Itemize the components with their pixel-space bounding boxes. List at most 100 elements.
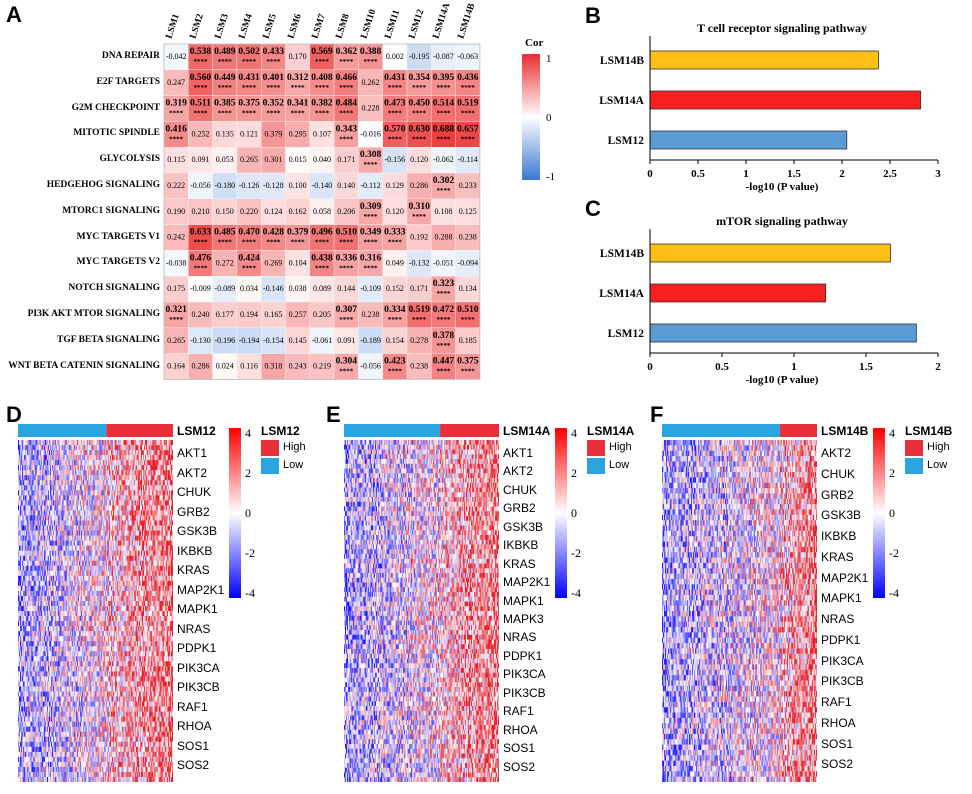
bar-chart-tcr: T cell receptor signaling pathwayLSM14BL… (590, 10, 970, 200)
heatmap-value: 0.220 (240, 207, 258, 216)
significance-stars: **** (364, 58, 379, 66)
bar (650, 284, 826, 302)
heatmap-value: 0.190 (167, 207, 185, 216)
heatmap-value: -0.009 (190, 284, 211, 293)
heatmap-value: 0.243 (289, 362, 307, 371)
expression-heatmap-grid (18, 424, 173, 782)
x-tick-label: 2 (935, 361, 941, 373)
heatmap-value: 0.388 (360, 47, 382, 57)
bar-category-label: LSM14A (599, 288, 644, 300)
significance-stars: **** (242, 239, 257, 247)
bar (650, 131, 847, 149)
panel-label-e: E (326, 402, 341, 428)
heatmap-value: -0.056 (360, 362, 381, 371)
heatmap-value: 0.049 (386, 258, 404, 267)
heatmap-value: 0.269 (264, 258, 282, 267)
significance-stars: **** (412, 84, 427, 92)
heatmap-value: 0.265 (240, 155, 258, 164)
heatmap-value: 0.510 (457, 305, 479, 315)
heatmap-value: 0.301 (264, 155, 282, 164)
significance-stars: **** (364, 264, 379, 272)
significance-stars: **** (388, 368, 403, 376)
heatmap-value: 0.538 (190, 47, 212, 57)
heatmap-value: 0.431 (384, 73, 406, 83)
significance-stars: **** (461, 110, 476, 118)
heatmap-value: 0.502 (238, 47, 260, 57)
significance-stars: **** (388, 316, 403, 324)
heatmap-value: 0.238 (459, 233, 477, 242)
significance-stars: **** (242, 58, 257, 66)
heatmap-value: 0.175 (167, 284, 185, 293)
x-tick-label: 3 (935, 168, 941, 180)
heatmap-value: 0.089 (313, 284, 331, 293)
significance-stars: **** (193, 239, 208, 247)
heatmap-value: 0.310 (408, 202, 430, 212)
heatmap-value: 0.192 (410, 233, 428, 242)
x-tick-label: 1.5 (787, 168, 801, 180)
significance-stars: **** (339, 316, 354, 324)
heatmap-value: 0.323 (433, 279, 455, 289)
heatmap-value: 0.401 (263, 73, 285, 83)
significance-stars: **** (339, 368, 354, 376)
x-tick-label: 1 (743, 168, 749, 180)
heatmap-value: -0.114 (458, 155, 478, 164)
heatmap-value: -0.180 (214, 181, 235, 190)
significance-stars: **** (315, 264, 330, 272)
heatmap-value: 0.108 (434, 207, 452, 216)
heatmap-value: 0.219 (313, 362, 331, 371)
heatmap-value: 0.519 (457, 99, 479, 109)
heatmap-value: 0.140 (337, 181, 355, 190)
significance-stars: **** (193, 110, 208, 118)
significance-stars: **** (388, 110, 403, 118)
significance-stars: **** (266, 84, 281, 92)
heatmap-value: 0.247 (167, 78, 185, 87)
heatmap-value: 0.091 (337, 336, 355, 345)
significance-stars: **** (461, 135, 476, 143)
significance-stars: **** (339, 84, 354, 92)
heatmap-value: -0.042 (166, 52, 187, 61)
x-tick-label: 2.5 (883, 168, 897, 180)
heatmap-value: 0.379 (264, 129, 282, 138)
heatmap-value: -0.063 (457, 52, 478, 61)
heatmap-value: -0.128 (263, 181, 284, 190)
heatmap-value: -0.196 (214, 336, 235, 345)
significance-stars: **** (461, 368, 476, 376)
heatmap-value: 0.233 (459, 181, 477, 190)
heatmap-value: 0.272 (216, 258, 234, 267)
heatmap-value: -0.156 (385, 155, 406, 164)
heatmap-value: 0.519 (408, 305, 430, 315)
x-tick-label: 1 (791, 361, 797, 373)
heatmap-value: 0.382 (311, 99, 333, 109)
heatmap-value: 0.352 (263, 99, 285, 109)
x-axis-label: -log10 (P value) (746, 181, 819, 193)
significance-stars: **** (436, 368, 451, 376)
heatmap-value: -0.016 (360, 129, 381, 138)
group-bar-low (18, 424, 106, 437)
heatmap-value: 0.424 (238, 253, 260, 263)
heatmap-value: 0.470 (238, 228, 260, 238)
heatmap-value: 0.107 (313, 129, 331, 138)
significance-stars: **** (436, 290, 451, 298)
heatmap-value: -0.195 (409, 52, 430, 61)
heatmap-value: -0.061 (312, 336, 333, 345)
heatmap-value: 0.115 (167, 155, 185, 164)
heatmap-value: 0.100 (289, 181, 307, 190)
x-tick-label: 0 (647, 361, 653, 373)
heatmap-value: 0.378 (433, 331, 455, 341)
heatmap-value: 0.560 (190, 73, 212, 83)
significance-stars: **** (291, 84, 306, 92)
heatmap-value: 0.321 (165, 305, 187, 315)
heatmap-value: 0.304 (336, 357, 358, 367)
significance-stars: **** (218, 239, 233, 247)
heatmap-value: 0.312 (287, 73, 309, 83)
heatmap-value: -0.056 (190, 181, 211, 190)
heatmap-value: 0.450 (408, 99, 430, 109)
heatmap-value: 0.485 (214, 228, 236, 238)
heatmap-legend-tick: 1 (546, 53, 552, 65)
heatmap-value: 0.428 (263, 228, 285, 238)
significance-stars: **** (315, 58, 330, 66)
heatmap-value: 0.466 (336, 73, 358, 83)
significance-stars: **** (218, 58, 233, 66)
